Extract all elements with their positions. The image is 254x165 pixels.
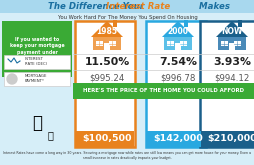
FancyBboxPatch shape	[2, 21, 72, 77]
Text: $994.12: $994.12	[213, 73, 249, 82]
FancyBboxPatch shape	[166, 41, 173, 46]
FancyBboxPatch shape	[220, 41, 227, 46]
Text: HERE'S THE PRICE OF THE HOME YOU COULD AFFORD: HERE'S THE PRICE OF THE HOME YOU COULD A…	[83, 88, 244, 94]
Text: $142,000: $142,000	[152, 134, 202, 144]
FancyBboxPatch shape	[96, 41, 103, 46]
Text: INTEREST
RATE (DEC): INTEREST RATE (DEC)	[25, 57, 47, 66]
FancyBboxPatch shape	[4, 55, 70, 69]
FancyBboxPatch shape	[73, 83, 254, 99]
FancyBboxPatch shape	[76, 131, 133, 147]
Polygon shape	[91, 21, 122, 37]
FancyBboxPatch shape	[75, 21, 134, 147]
Text: 1985: 1985	[96, 27, 117, 35]
FancyBboxPatch shape	[93, 37, 121, 50]
FancyBboxPatch shape	[104, 43, 109, 50]
FancyBboxPatch shape	[228, 43, 234, 50]
Polygon shape	[215, 21, 247, 37]
FancyBboxPatch shape	[0, 0, 254, 13]
FancyBboxPatch shape	[199, 21, 254, 147]
Text: You Work Hard For The Money You Spend On Housing: You Work Hard For The Money You Spend On…	[57, 15, 197, 20]
FancyBboxPatch shape	[113, 20, 117, 27]
Text: Interest Rates have come a long way in 30 years. Securing a mortgage now while r: Interest Rates have come a long way in 3…	[4, 151, 250, 160]
Text: $210,000: $210,000	[207, 134, 254, 144]
FancyBboxPatch shape	[174, 43, 180, 50]
Text: The Difference Your: The Difference Your	[48, 2, 146, 11]
Text: $995.24: $995.24	[89, 73, 124, 82]
Text: MORTGAGE
PAYMENT*: MORTGAGE PAYMENT*	[25, 74, 47, 83]
FancyBboxPatch shape	[237, 20, 241, 27]
FancyBboxPatch shape	[146, 21, 205, 147]
Text: 7.54%: 7.54%	[158, 57, 196, 67]
FancyBboxPatch shape	[217, 37, 245, 50]
Text: 🏠: 🏠	[32, 114, 42, 132]
Text: 3.93%: 3.93%	[212, 57, 250, 67]
Text: NOW: NOW	[220, 27, 242, 35]
FancyBboxPatch shape	[183, 20, 187, 27]
Text: Interest Rate: Interest Rate	[105, 2, 169, 11]
Text: If you wanted to
keep your mortgage
payment under
$1,000 a month: If you wanted to keep your mortgage paym…	[10, 37, 64, 61]
FancyBboxPatch shape	[108, 41, 116, 46]
Text: Makes: Makes	[195, 2, 229, 11]
Text: 💲: 💲	[47, 130, 53, 140]
FancyBboxPatch shape	[4, 72, 70, 86]
FancyBboxPatch shape	[200, 131, 254, 147]
FancyBboxPatch shape	[163, 37, 191, 50]
Circle shape	[7, 74, 17, 84]
Text: $996.78: $996.78	[160, 73, 195, 82]
Text: 2000: 2000	[167, 27, 188, 35]
Text: 11.50%: 11.50%	[84, 57, 129, 67]
FancyBboxPatch shape	[233, 41, 240, 46]
FancyBboxPatch shape	[179, 41, 186, 46]
FancyBboxPatch shape	[146, 131, 204, 147]
Text: $100,500: $100,500	[82, 134, 131, 144]
Polygon shape	[161, 21, 193, 37]
